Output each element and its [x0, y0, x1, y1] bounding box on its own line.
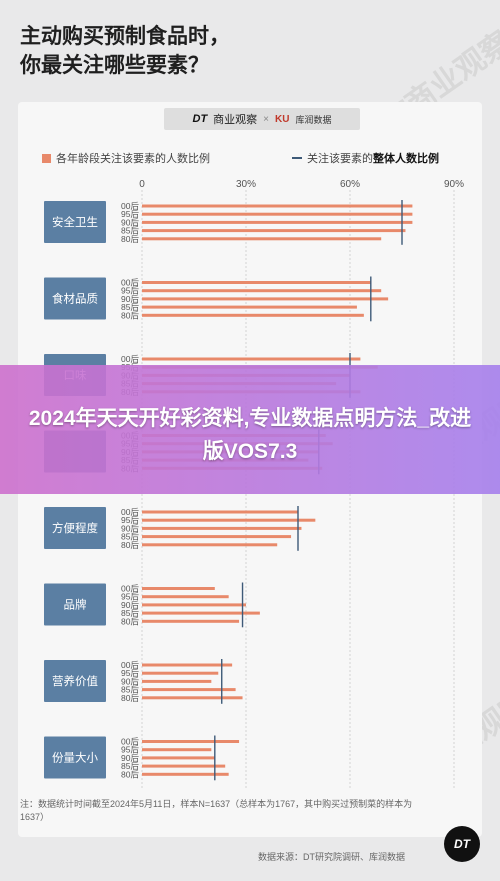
age-tick-label: 00后: [121, 201, 139, 211]
bar: [142, 510, 298, 514]
bar: [142, 204, 413, 208]
headline-line-1: 主动购买预制食品时，: [20, 25, 230, 48]
x-tick-label: 0: [139, 179, 145, 190]
age-tick-label: 95后: [121, 745, 139, 755]
dt-brand-name: 商业观察: [213, 114, 258, 126]
bar: [142, 229, 406, 233]
bar: [142, 756, 215, 760]
bar: [142, 595, 229, 599]
category-box: [44, 583, 106, 626]
age-tick-label: 00后: [121, 660, 139, 670]
age-tick-label: 85后: [121, 226, 139, 236]
ku-brand-logo: KU: [275, 113, 290, 125]
bar: [142, 764, 226, 768]
category-label: 份量大小: [52, 751, 98, 765]
age-tick-label: 90后: [121, 523, 139, 533]
category-label: 安全卫生: [52, 215, 98, 229]
x-tick-label: 30%: [236, 179, 256, 190]
bar: [142, 619, 240, 623]
age-tick-label: 95后: [121, 209, 139, 219]
category-label: 营养价值: [52, 674, 98, 688]
headline: 主动购买预制食品时， 你最关注哪些要素？: [20, 22, 460, 80]
category-box: [44, 660, 106, 702]
age-tick-label: 95后: [121, 286, 139, 296]
age-tick-label: 00后: [121, 737, 139, 747]
age-tick-label: 90后: [121, 753, 139, 763]
bar: [142, 543, 278, 547]
category-box: [44, 507, 106, 549]
age-tick-label: 90后: [121, 294, 139, 304]
bar: [142, 212, 413, 216]
bar: [142, 237, 382, 241]
bar: [142, 289, 382, 293]
legend-line-label: 关注该要素的整体人数比例: [307, 153, 439, 165]
age-tick-label: 80后: [121, 693, 139, 703]
bar: [142, 313, 364, 317]
age-tick-label: 80后: [121, 540, 139, 550]
bar: [142, 281, 371, 284]
age-tick-label: 85后: [121, 685, 139, 695]
category-label: 食材品质: [52, 292, 98, 306]
bar: [142, 603, 246, 607]
category-label: 方便程度: [52, 521, 98, 535]
headline-line-2: 你最关注哪些要素？: [20, 54, 209, 77]
age-tick-label: 80后: [121, 310, 139, 320]
bar: [142, 696, 243, 700]
bar: [142, 587, 215, 590]
bar: [142, 663, 233, 667]
age-tick-label: 00后: [121, 278, 139, 288]
bar: [142, 305, 357, 309]
bar: [142, 688, 236, 692]
category-box: [44, 201, 106, 243]
brand-separator: ×: [263, 113, 270, 125]
category-box: [44, 736, 106, 779]
bar: [142, 357, 361, 361]
age-tick-label: 95后: [121, 668, 139, 678]
age-tick-label: 00后: [121, 507, 139, 517]
age-tick-label: 80后: [121, 234, 139, 244]
bar: [142, 526, 302, 530]
age-tick-label: 80后: [121, 769, 139, 779]
bar: [142, 740, 240, 743]
bar: [142, 535, 292, 539]
legend-line-swatch: [292, 157, 302, 159]
age-tick-label: 90后: [121, 676, 139, 686]
bar: [142, 518, 316, 522]
overlay-banner: [0, 365, 500, 494]
legend-bar-label: 各年龄段关注该要素的人数比例: [56, 153, 210, 165]
bar: [142, 611, 260, 615]
dt-logo-badge: DT: [444, 826, 480, 862]
category-label: 品牌: [64, 598, 87, 612]
x-tick-label: 60%: [340, 179, 360, 190]
age-tick-label: 85后: [121, 761, 139, 771]
data-source: 数据来源：DT研究院调研、库润数据: [258, 852, 405, 862]
dt-brand-logo: DT: [192, 113, 208, 125]
legend-line: 关注该要素的整体人数比例: [292, 150, 439, 166]
bar: [142, 748, 212, 752]
bar: [142, 220, 413, 224]
age-tick-label: 85后: [121, 302, 139, 312]
age-tick-label: 95后: [121, 592, 139, 602]
age-tick-label: 80后: [121, 616, 139, 626]
ku-brand-name: 库润数据: [295, 114, 332, 125]
footnote: 注：数据统计时间截至2024年5月11日，样本N=1637（总样本为1767，其…: [20, 799, 413, 822]
age-tick-label: 90后: [121, 600, 139, 610]
age-tick-label: 95后: [121, 515, 139, 525]
age-tick-label: 90后: [121, 217, 139, 227]
legend-bars: 各年龄段关注该要素的人数比例: [42, 150, 210, 166]
overlay-title: 2024年天天开好彩资料,专业数据点明方法_改进版VOS7.3: [28, 407, 472, 463]
bar: [142, 671, 219, 675]
bar: [142, 297, 389, 301]
bar: [142, 679, 212, 683]
age-tick-label: 00后: [121, 584, 139, 594]
age-tick-label: 00后: [121, 354, 139, 364]
age-tick-label: 85后: [121, 608, 139, 618]
legend-bar-swatch: [42, 153, 51, 163]
brand-bar: DT 商业观察 × KU 库润数据: [164, 108, 360, 130]
bar: [142, 772, 229, 776]
category-box: [44, 277, 106, 320]
x-tick-label: 90%: [444, 179, 464, 190]
age-tick-label: 85后: [121, 532, 139, 542]
